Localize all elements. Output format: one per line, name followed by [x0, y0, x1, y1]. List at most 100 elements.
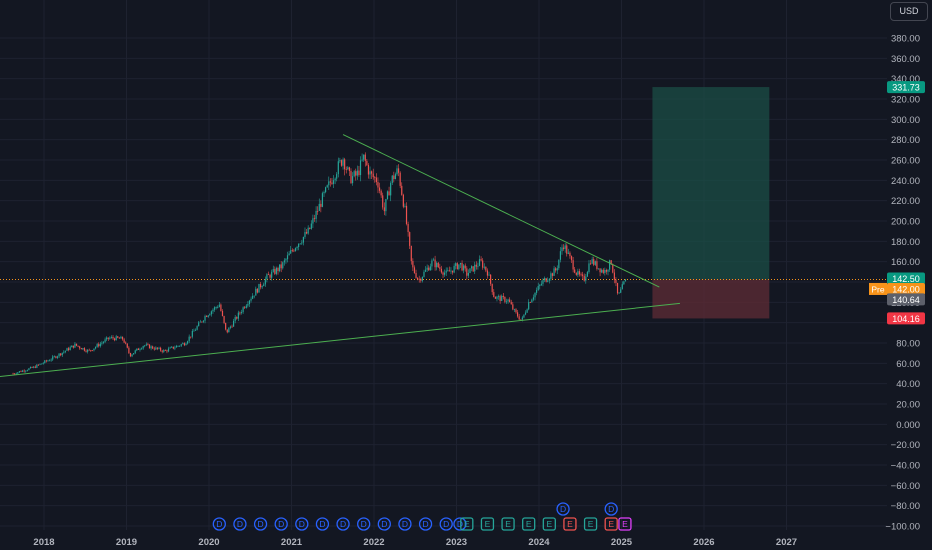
candle-body [494, 296, 496, 299]
dividend-marker[interactable]: D [233, 517, 247, 531]
y-axis-tick-label: 240.00 [891, 176, 920, 187]
dividend-marker[interactable]: D [212, 517, 226, 531]
candle-body [212, 309, 214, 312]
candle-body [516, 312, 519, 317]
dividend-marker[interactable]: D [604, 502, 618, 516]
earnings-marker[interactable]: E [501, 517, 515, 531]
candle-body [29, 366, 32, 369]
candle-body [491, 283, 493, 293]
candle-body [531, 299, 533, 303]
candle-body [578, 271, 581, 275]
candle-body [461, 262, 463, 271]
dividend-marker[interactable]: D [253, 517, 268, 531]
candle-body [93, 348, 95, 351]
candle-body [620, 289, 622, 293]
candle-body [247, 304, 249, 306]
candle-body [237, 312, 239, 319]
marker-letter: E [464, 519, 470, 529]
y-axis-tick-label: 80.00 [896, 339, 920, 350]
candle-body [117, 336, 119, 338]
earnings-marker[interactable]: E [604, 517, 618, 531]
candle-body [42, 362, 44, 364]
candle-body [71, 345, 73, 348]
dividend-marker[interactable]: D [295, 517, 309, 531]
dividend-marker[interactable]: D [357, 517, 371, 531]
candle-body [405, 205, 408, 224]
candle-body [396, 168, 398, 175]
dividend-marker[interactable]: D [439, 517, 453, 531]
dividend-marker[interactable]: D [418, 517, 433, 531]
candle-body [356, 170, 358, 176]
marker-circle [453, 517, 467, 531]
candle-body [610, 260, 612, 265]
marker-circle [439, 517, 453, 531]
candle-body [509, 299, 511, 303]
earnings-marker[interactable]: E [563, 517, 577, 531]
y-axis-tick-label: 160.00 [891, 257, 920, 268]
candle-body [83, 348, 86, 351]
marker-letter: E [567, 519, 573, 529]
candle-body [426, 267, 428, 270]
candle-body [315, 210, 317, 219]
candle-body [64, 350, 67, 352]
candle-body [410, 245, 412, 262]
candle-body [80, 348, 82, 350]
candle-body [252, 295, 254, 299]
candle-body [204, 316, 206, 321]
marker-circle [212, 517, 226, 531]
earnings-marker[interactable]: E [618, 517, 632, 531]
earnings-marker[interactable]: E [480, 517, 495, 531]
dividend-marker[interactable]: D [336, 517, 350, 531]
candle-body [271, 271, 273, 278]
currency-selector[interactable]: USD [890, 2, 928, 21]
candle-body [318, 203, 320, 212]
marker-circle [295, 517, 309, 531]
candle-body [332, 180, 335, 184]
earnings-marker[interactable]: E [460, 517, 474, 531]
candle-body [23, 370, 25, 372]
price-label-prefix-box [869, 282, 887, 295]
candle-body [417, 277, 419, 280]
earnings-marker[interactable]: E [522, 517, 536, 531]
earnings-marker[interactable]: E [542, 517, 556, 531]
candle-body [510, 302, 512, 305]
price-label-text: 331.73 [892, 83, 920, 93]
dividend-marker[interactable]: D [315, 517, 330, 531]
dividend-marker[interactable]: D [453, 517, 467, 531]
dividend-marker[interactable]: D [398, 517, 412, 531]
candle-body [14, 373, 16, 375]
marker-circle [233, 517, 247, 531]
candle-body [155, 347, 157, 350]
candle-body [591, 259, 593, 264]
candle-body [186, 341, 189, 344]
candle-body [312, 218, 314, 224]
candle-body [351, 176, 354, 184]
x-axis-tick-label: 2023 [446, 537, 467, 548]
candle-body [505, 301, 508, 303]
candle-body [564, 245, 566, 249]
marker-letter: D [443, 519, 449, 529]
candle-body [175, 345, 178, 348]
dividend-marker[interactable]: D [556, 502, 570, 516]
candle-body [391, 175, 393, 184]
candle-body [136, 348, 138, 351]
candle-body [567, 252, 569, 254]
dividend-marker[interactable]: D [377, 517, 391, 531]
candle-body [413, 267, 416, 273]
candle-body [191, 330, 193, 337]
y-axis-tick-label: 200.00 [891, 217, 920, 228]
candle-body [624, 279, 627, 282]
candle-body [447, 270, 449, 272]
marker-box [618, 517, 632, 531]
candle-body [434, 259, 436, 268]
earnings-marker[interactable]: E [583, 517, 598, 531]
candle-body [98, 344, 100, 347]
candle-body [99, 343, 101, 347]
marker-circle [418, 517, 433, 531]
candle-body [431, 260, 433, 267]
candle-body [37, 364, 40, 366]
candle-body [53, 356, 55, 358]
candle-body [572, 260, 574, 270]
dividend-marker[interactable]: D [274, 517, 288, 531]
